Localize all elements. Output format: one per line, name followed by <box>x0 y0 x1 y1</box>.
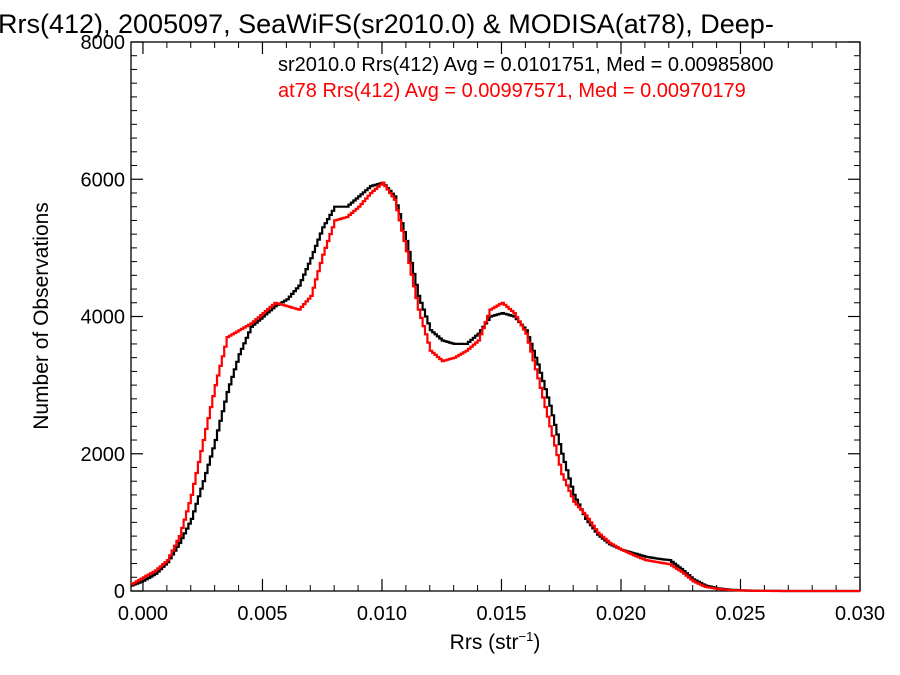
series-lines <box>131 181 860 593</box>
x-tick-label-4: 0.020 <box>596 603 646 625</box>
y-tick-label-2: 4000 <box>81 307 126 329</box>
y-tick-label-0: 0 <box>114 581 125 603</box>
chart-title: Rrs(412), 2005097, SeaWiFS(sr2010.0) & M… <box>0 9 774 39</box>
x-tick-label-6: 0.030 <box>835 603 885 625</box>
x-tick-label-0: 0.000 <box>118 603 168 625</box>
plot-frame <box>130 41 861 592</box>
annotation-sr2010: sr2010.0 Rrs(412) Avg = 0.0101751, Med =… <box>278 54 774 76</box>
x-axis-label-superscript: −1 <box>519 629 534 644</box>
axis-ticks: 0.000 0.005 0.010 0.015 0.020 0.025 0.030 0 2000… <box>81 32 886 625</box>
y-axis-label: Number of Observations <box>30 202 53 430</box>
x-tick-label-3: 0.015 <box>476 603 526 625</box>
series-line-0 <box>131 181 860 593</box>
x-tick-label-5: 0.025 <box>715 603 765 625</box>
y-tick-label-3: 6000 <box>81 169 126 191</box>
x-axis-label: Rrs (str−1) <box>450 629 541 654</box>
y-tick-label-1: 2000 <box>81 444 126 466</box>
x-tick-label-1: 0.005 <box>237 603 287 625</box>
y-tick-label-4: 8000 <box>81 32 126 54</box>
x-axis-label-close: ) <box>533 631 540 654</box>
x-axis-label-main: Rrs (str <box>450 631 519 654</box>
series-line-1 <box>131 181 860 593</box>
annotation-at78: at78 Rrs(412) Avg = 0.00997571, Med = 0.… <box>278 80 746 102</box>
x-tick-label-2: 0.010 <box>357 603 407 625</box>
